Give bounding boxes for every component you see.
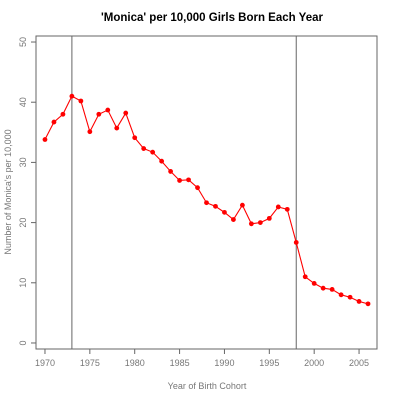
x-tick-label: 1970 (35, 358, 55, 368)
x-axis: 1970 1975 1980 1985 1990 1995 2000 2005 (35, 349, 369, 368)
data-point (311, 280, 317, 286)
y-axis: 0 10 20 30 40 50 (18, 37, 36, 345)
y-tick-label: 30 (18, 157, 28, 167)
data-point (347, 294, 353, 300)
data-point (132, 135, 138, 141)
data-point (177, 178, 182, 183)
data-point (60, 111, 66, 117)
x-tick-label: 1980 (125, 358, 145, 368)
data-point (231, 217, 236, 222)
x-axis-label: Year of Birth Cohort (168, 381, 247, 391)
x-tick-label: 1990 (214, 358, 234, 368)
chart-title: 'Monica' per 10,000 Girls Born Each Year (101, 12, 323, 24)
data-point (195, 185, 200, 191)
data-point (51, 119, 57, 125)
data-point (293, 240, 299, 245)
data-point (239, 202, 245, 208)
y-tick-label: 50 (18, 37, 28, 47)
data-point (338, 292, 344, 298)
data-point (248, 221, 254, 227)
data-point (114, 125, 120, 131)
data-point (356, 299, 362, 304)
data-point (123, 110, 129, 116)
data-point (320, 285, 326, 291)
data-point (159, 158, 165, 164)
data-point (302, 274, 308, 280)
data-point (105, 107, 111, 113)
data-point (266, 215, 272, 221)
x-tick-label: 1975 (80, 358, 100, 368)
data-point (275, 204, 281, 210)
y-tick-label: 40 (18, 97, 28, 107)
x-tick-label: 2005 (349, 358, 369, 368)
x-tick-label: 1985 (170, 358, 190, 368)
reference-lines (71, 36, 297, 349)
y-tick-label: 0 (18, 340, 28, 345)
data-point (96, 111, 102, 117)
data-point (141, 146, 147, 151)
data-point (87, 129, 93, 135)
data-point (42, 137, 48, 142)
data-point (78, 98, 84, 104)
series (42, 93, 371, 307)
data-point (284, 206, 290, 212)
data-point (186, 177, 191, 183)
x-tick-label: 1995 (259, 358, 279, 368)
data-point (204, 200, 209, 206)
y-axis-label: Number of Monica's per 10,000 (3, 129, 13, 254)
x-tick-label: 2000 (304, 358, 324, 368)
plot-frame (35, 35, 378, 350)
data-point (257, 220, 263, 225)
data-point (150, 149, 156, 155)
data-point (329, 287, 335, 292)
y-tick-label: 20 (18, 218, 28, 228)
y-tick-label: 10 (18, 278, 28, 288)
data-point (168, 169, 174, 174)
data-point (213, 203, 218, 209)
data-point (222, 209, 227, 215)
data-point (365, 301, 371, 307)
data-point (69, 93, 75, 99)
